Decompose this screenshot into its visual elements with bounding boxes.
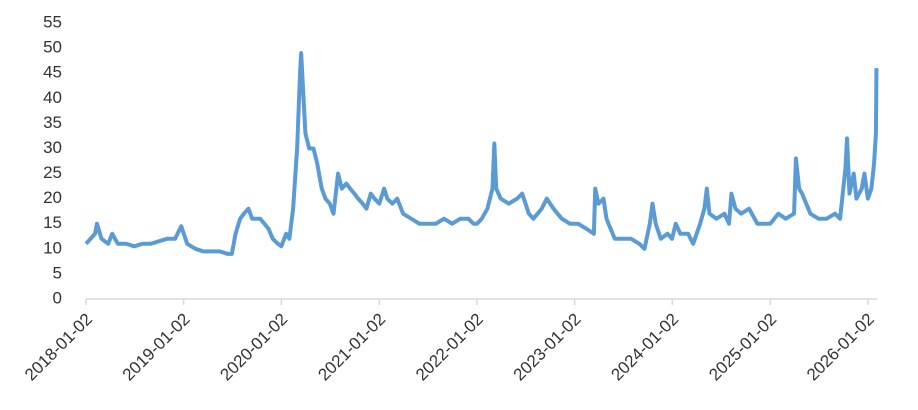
x-tick-label: 2025-01-02 (705, 310, 780, 385)
x-tick-label: 2021-01-02 (314, 310, 389, 385)
y-tick-label: 35 (43, 113, 62, 132)
y-tick-label: 0 (53, 288, 62, 307)
y-tick-label: 45 (43, 63, 62, 82)
x-tick-label: 2023-01-02 (510, 310, 585, 385)
y-tick-label: 25 (43, 163, 62, 182)
y-tick-label: 40 (43, 88, 62, 107)
y-tick-label: 20 (43, 188, 62, 207)
y-tick-label: 50 (43, 38, 62, 57)
x-tick-label: 2018-01-02 (21, 310, 96, 385)
data-line (84, 51, 879, 256)
y-tick-label: 10 (43, 238, 62, 257)
x-tick-label: 2024-01-02 (607, 310, 682, 385)
y-tick-label: 55 (43, 12, 62, 31)
y-tick-label: 15 (43, 213, 62, 232)
y-tick-label: 30 (43, 138, 62, 157)
x-tick-label: 2026-01-02 (803, 310, 878, 385)
x-tick-label: 2022-01-02 (412, 310, 487, 385)
y-tick-label: 5 (53, 263, 62, 282)
x-tick-label: 2019-01-02 (119, 310, 194, 385)
x-tick-label: 2020-01-02 (216, 310, 291, 385)
